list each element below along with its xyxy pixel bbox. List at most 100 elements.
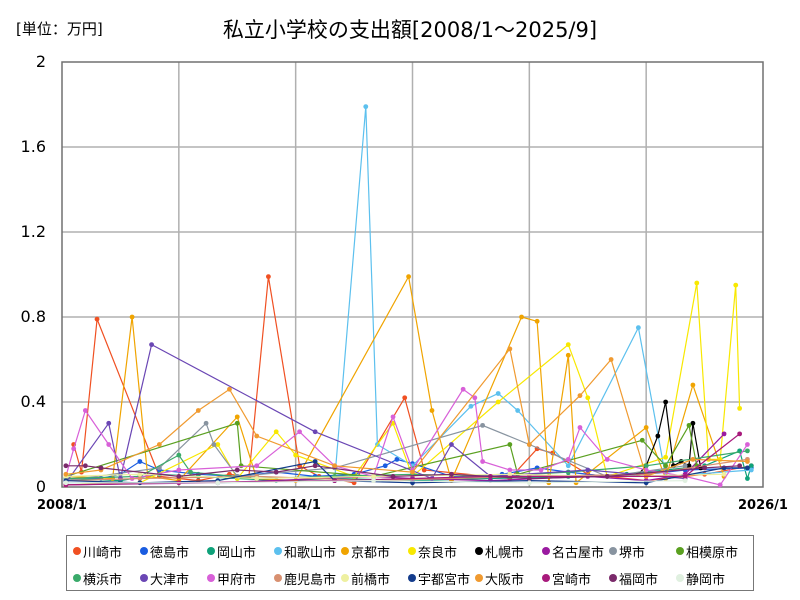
data-point — [106, 442, 112, 447]
data-point — [717, 482, 723, 488]
chart-legend: 川崎市 徳島市 岡山市 和歌山市 京都市 奈良市 札幌市 名古屋市 堺市 相模原市 横浜市 大津市 甲… — [66, 535, 754, 591]
legend-item: 静岡市 — [676, 569, 725, 588]
legend-label: 京都市 — [351, 545, 391, 561]
data-point — [371, 478, 376, 484]
legend-item: 名古屋市 — [542, 542, 609, 561]
data-point — [71, 446, 77, 452]
y-tick: 0.4 — [20, 392, 46, 411]
legend-item: 大阪市 — [475, 569, 542, 588]
data-point — [538, 467, 544, 473]
legend-label: 徳島市 — [150, 545, 190, 561]
data-point — [273, 429, 279, 435]
y-tick: 1.2 — [20, 222, 46, 241]
legend-marker-icon — [676, 547, 684, 555]
legend-marker-icon — [475, 574, 483, 582]
legend-item: 甲府市 — [207, 569, 274, 588]
series-line — [65, 274, 725, 484]
data-point — [234, 467, 240, 473]
data-point — [203, 420, 209, 426]
data-point — [495, 391, 501, 396]
legend-label: 大津市 — [150, 572, 190, 588]
data-point — [312, 429, 318, 435]
legend-label: 岡山市 — [217, 545, 257, 561]
legend-marker-icon — [73, 547, 81, 555]
legend-item: 鹿児島市 — [274, 569, 341, 588]
data-point — [234, 414, 240, 420]
data-point — [410, 469, 415, 475]
legend-marker-icon — [676, 574, 684, 582]
legend-label: 川崎市 — [83, 545, 123, 561]
data-point — [686, 463, 692, 469]
legend-marker-icon — [475, 547, 483, 555]
legend-marker-icon — [609, 547, 617, 555]
data-point — [565, 352, 571, 358]
unit-label: [単位：万円] — [16, 20, 103, 38]
data-point — [94, 316, 100, 322]
data-point — [480, 422, 485, 428]
data-point — [495, 399, 501, 405]
data-point — [655, 433, 661, 439]
legend-label: 相模原市 — [686, 545, 739, 561]
data-point — [721, 471, 727, 477]
data-point — [149, 342, 154, 348]
legend-label: 札幌市 — [485, 545, 525, 561]
data-point — [643, 463, 649, 469]
series-line — [65, 422, 698, 478]
data-point — [137, 476, 143, 481]
data-point — [332, 463, 338, 469]
legend-item: 川崎市 — [73, 542, 140, 561]
legend-row: 横浜市 大津市 甲府市 鹿児島市 前橋市 宇都宮市 大阪市 宮崎市 福岡市 静岡市 — [67, 566, 753, 590]
data-point — [748, 463, 754, 469]
data-point — [449, 442, 454, 447]
data-point — [534, 318, 540, 324]
data-point — [526, 480, 532, 486]
data-point — [690, 420, 696, 426]
legend-item: 奈良市 — [408, 542, 475, 561]
legend-marker-icon — [207, 547, 215, 555]
data-point — [604, 473, 610, 479]
data-point — [460, 386, 466, 392]
x-tick: 2026/1 — [738, 498, 788, 513]
series-line — [65, 388, 748, 486]
data-point — [63, 471, 69, 477]
data-point — [733, 282, 739, 288]
legend-label: 堺市 — [619, 545, 646, 561]
legend-label: 横浜市 — [83, 572, 123, 588]
data-point — [332, 473, 338, 479]
data-point — [745, 448, 750, 454]
data-point — [468, 403, 474, 409]
data-point — [577, 425, 583, 430]
legend-label: 名古屋市 — [552, 545, 605, 561]
data-point — [526, 442, 532, 447]
data-point — [394, 456, 400, 462]
legend-row: 川崎市 徳島市 岡山市 和歌山市 京都市 奈良市 札幌市 名古屋市 堺市 相模原市 — [67, 539, 753, 563]
legend-label: 前橋市 — [351, 572, 391, 588]
legend-label: 鹿児島市 — [284, 572, 337, 588]
data-point — [254, 433, 260, 439]
data-point — [82, 463, 88, 469]
legend-item: 堺市 — [609, 542, 676, 561]
data-point — [737, 463, 743, 469]
data-point — [639, 437, 645, 443]
data-point — [748, 467, 754, 473]
data-point — [682, 478, 688, 484]
data-point — [188, 469, 193, 475]
legend-item: 徳島市 — [140, 542, 207, 561]
data-point — [745, 465, 750, 471]
data-point — [526, 476, 532, 481]
legend-marker-icon — [408, 547, 416, 555]
legend-item: 大津市 — [140, 569, 207, 588]
legend-item: 京都市 — [341, 542, 408, 561]
data-point — [390, 473, 396, 479]
data-point — [565, 342, 571, 348]
data-point — [137, 459, 143, 464]
legend-item: 福岡市 — [609, 569, 676, 588]
data-point — [312, 463, 318, 469]
data-point — [565, 456, 571, 462]
y-tick: 0 — [35, 477, 46, 496]
data-point — [745, 459, 750, 464]
data-point — [215, 480, 221, 486]
legend-item: 前橋市 — [341, 569, 408, 588]
legend-marker-icon — [140, 547, 148, 555]
data-point — [686, 422, 692, 428]
